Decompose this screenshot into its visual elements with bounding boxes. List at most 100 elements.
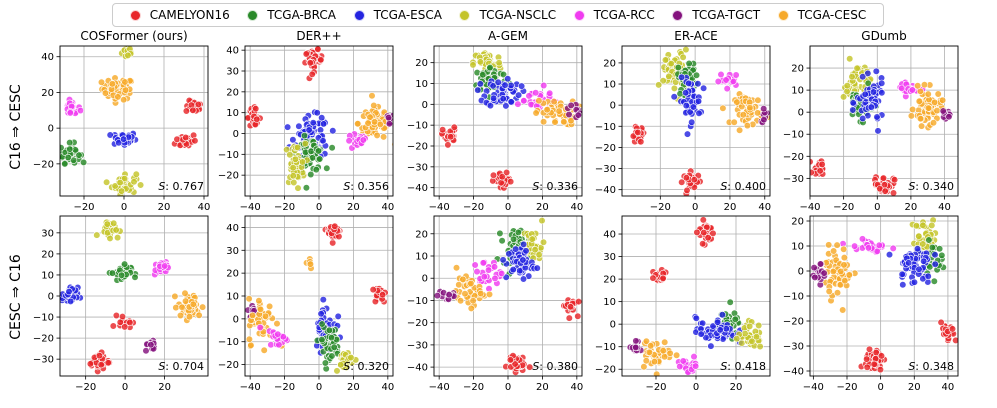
panel-title: A-GEM <box>488 29 528 43</box>
scatter-point <box>874 127 882 135</box>
scatter-point <box>665 72 673 80</box>
scatter-point <box>108 269 116 277</box>
panel-title: DER++ <box>296 29 341 43</box>
scatter-point <box>755 321 763 330</box>
scatter-point <box>283 146 291 154</box>
scatter-point <box>699 84 708 92</box>
x-tick-label: 0 <box>877 382 883 393</box>
scatter-point <box>691 362 700 370</box>
scatter-point <box>194 100 202 109</box>
scatter-point <box>864 69 872 77</box>
score-colon: : <box>915 180 922 193</box>
scatter-point <box>161 262 169 270</box>
scatter-point <box>245 335 253 343</box>
scatter-point <box>66 109 74 117</box>
scatter-point <box>507 98 515 106</box>
scatter-point <box>498 173 506 181</box>
scatter-point <box>695 109 703 117</box>
scatter-point <box>316 155 324 163</box>
scatter-point <box>931 251 939 259</box>
axes-frame <box>809 45 959 197</box>
scatter-point <box>915 265 923 273</box>
x-tick-label: 0 <box>316 382 322 393</box>
y-tick-label: 0 <box>422 274 428 285</box>
scatter-point <box>514 100 522 108</box>
scatter-point <box>370 101 378 110</box>
scatter-point <box>567 101 575 109</box>
scatter-point <box>61 160 69 168</box>
points <box>810 216 958 374</box>
scatter-point <box>746 104 754 112</box>
scatter-point <box>934 90 942 98</box>
scatter-point <box>189 106 197 114</box>
scatter-point <box>661 56 670 64</box>
scatter-point <box>505 250 513 258</box>
scatter-point <box>574 111 582 119</box>
scatter-point <box>555 107 563 115</box>
scatter-point <box>185 313 194 321</box>
y-tick-label: 20 <box>226 87 239 98</box>
scatter-point <box>312 166 320 174</box>
axes-frame <box>621 215 771 377</box>
scatter-point <box>450 123 458 131</box>
scatter-point <box>853 64 861 72</box>
scatter-point <box>485 290 494 299</box>
scatter-point <box>507 178 515 186</box>
y-tick-label: 10 <box>415 252 428 263</box>
scatter-point <box>645 348 654 357</box>
points <box>629 46 770 196</box>
scatter-panel-0: −20 0 20 40 −20 0 20 40 COSFormer (ours) S: 0.767 <box>33 29 210 213</box>
scatter-point <box>865 345 874 353</box>
scatter-point <box>385 120 393 128</box>
scatter-point <box>182 107 190 115</box>
y-tick-label: −30 <box>33 355 54 366</box>
scatter-point <box>121 86 130 94</box>
scatter-point <box>666 349 674 357</box>
scatter-point <box>369 286 377 294</box>
score-label: S: 0.767 <box>158 180 204 193</box>
scatter-point <box>642 357 650 365</box>
scatter-point <box>674 63 682 72</box>
scatter-point <box>575 298 582 306</box>
scatter-point <box>506 356 515 364</box>
points <box>60 218 207 376</box>
scatter-point <box>507 81 515 89</box>
scatter-point <box>920 257 928 265</box>
x-tick-label: 20 <box>730 382 743 393</box>
score-value: 0.380 <box>547 360 579 373</box>
y-tick-label: 10 <box>415 79 428 90</box>
scatter-point <box>479 259 487 267</box>
y-tick-label: 40 <box>603 230 616 241</box>
scatter-point <box>908 86 916 94</box>
y-tick-label: 0 <box>610 320 616 331</box>
scatter-point <box>912 222 921 230</box>
scatter-point <box>889 244 897 252</box>
points <box>434 217 582 376</box>
scatter-point <box>516 267 524 275</box>
scatter-point <box>119 135 128 143</box>
x-tick-label: −40 <box>240 382 261 393</box>
score-prefix: S <box>908 360 915 373</box>
scatter-point <box>474 86 482 94</box>
scatter-panel-4: −40 −20 0 20 40 −30 −20 −10 0 10 20 GDumb S: 0.340 <box>783 29 959 213</box>
scatter-point <box>509 266 517 274</box>
x-tick-label: 0 <box>692 202 698 213</box>
scatter-point <box>519 240 528 248</box>
legend-label: TCGA-ESCA <box>373 8 442 22</box>
scatter-point <box>116 318 124 326</box>
x-tick-label: −20 <box>274 382 295 393</box>
x-tick-label: 40 <box>570 202 583 213</box>
legend-marker-icon <box>573 9 585 21</box>
scatter-point <box>490 94 498 102</box>
scatter-point <box>693 228 701 236</box>
axes-frame <box>244 45 394 197</box>
scatter-point <box>328 352 336 360</box>
x-tick-label: 0 <box>505 382 511 393</box>
x-tick-label: 0 <box>505 202 511 213</box>
x-tick-label: −40 <box>429 382 450 393</box>
scatter-point <box>306 260 315 268</box>
points <box>60 46 204 196</box>
scatter-point <box>60 144 65 152</box>
y-tick-label: −10 <box>595 342 616 353</box>
y-tick-label: 0 <box>48 292 54 303</box>
